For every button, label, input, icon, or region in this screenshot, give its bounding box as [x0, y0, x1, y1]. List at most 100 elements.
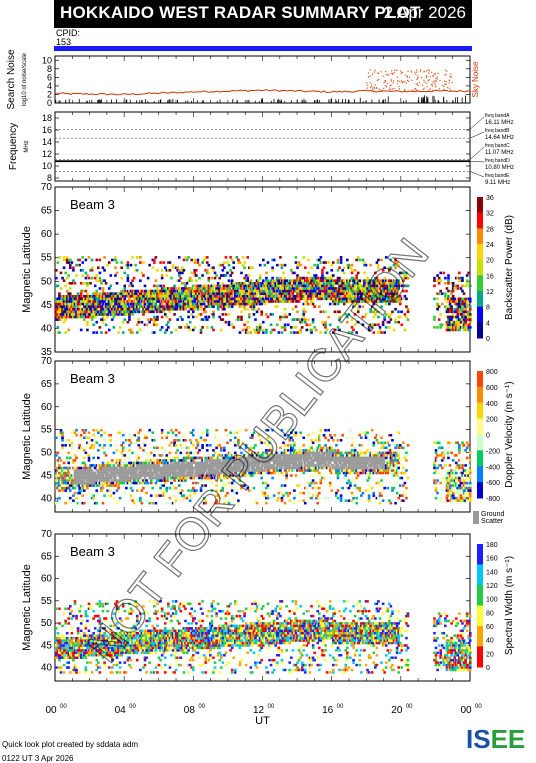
power-cell: [450, 289, 453, 293]
power-cell: [346, 292, 349, 295]
velocity-cell: [118, 469, 122, 472]
power-cell: [179, 276, 183, 280]
velocity-cell: [202, 501, 206, 505]
power-cell: [314, 292, 318, 295]
velocity-cell: [83, 431, 86, 434]
velocity-cell: [165, 459, 169, 462]
velocity-cell: [145, 491, 148, 495]
velocity-cell: [195, 471, 198, 475]
velocity-cell: [134, 441, 137, 445]
velocity-cell: [238, 459, 242, 462]
velocity-cell: [131, 451, 134, 455]
velocity-cell: [72, 486, 75, 490]
velocity-cell: [87, 476, 91, 480]
velocity-cell: [191, 433, 195, 437]
velocity-cell: [213, 464, 217, 467]
power-scale-swatch: [477, 291, 483, 308]
noise-dot: [414, 71, 416, 73]
velocity-cell: [107, 484, 111, 487]
power-cell: [439, 313, 442, 316]
velocity-cell: [84, 464, 88, 467]
power-cell: [67, 313, 71, 316]
power-cell: [361, 323, 365, 327]
noise-dot: [400, 80, 403, 82]
power-cell: [86, 323, 89, 327]
power-cell: [193, 297, 197, 301]
velocity-cell: [109, 466, 113, 470]
power-cell: [79, 297, 83, 301]
velocity-cell: [67, 489, 71, 492]
velocity-cell: [174, 471, 178, 475]
velocity-cell: [215, 489, 218, 492]
noise-dot: [416, 78, 419, 80]
power-cell: [238, 305, 242, 308]
power-cell: [59, 313, 63, 316]
power-cell: [129, 300, 133, 303]
power-cell: [304, 289, 307, 293]
velocity-cell: [86, 464, 89, 467]
power-cell: [165, 294, 169, 298]
power-cell: [353, 294, 357, 298]
power-cell: [157, 294, 161, 298]
power-cell: [333, 297, 337, 301]
power-cell: [128, 300, 131, 303]
power-cell: [388, 326, 391, 329]
power-cell: [372, 294, 376, 298]
velocity-cell: [78, 474, 81, 477]
power-cell: [294, 289, 298, 293]
power-cell: [191, 297, 195, 301]
power-cell: [330, 287, 334, 290]
power-cell: [123, 292, 127, 295]
power-cell: [364, 279, 368, 282]
power-cell: [271, 276, 274, 280]
power-cell: [296, 279, 299, 282]
power-cell: [319, 279, 323, 282]
velocity-cell: [151, 461, 155, 465]
velocity-cell: [100, 481, 103, 485]
power-cell: [98, 258, 102, 262]
power-cell: [237, 261, 240, 264]
noise-dot: [390, 80, 393, 82]
power-cell: [456, 328, 460, 332]
power-cell: [56, 326, 60, 329]
velocity-cell: [185, 464, 189, 467]
velocity-cell: [181, 461, 184, 465]
power-cell: [445, 315, 449, 319]
velocity-cell: [115, 469, 119, 472]
power-cell: [279, 294, 282, 298]
velocity-cell: [202, 439, 206, 442]
power-cell: [188, 289, 192, 293]
power-cell: [58, 310, 61, 314]
noise-dot: [384, 80, 386, 82]
power-cell: [125, 300, 128, 303]
power-cell: [260, 287, 264, 290]
power-cell: [372, 287, 376, 290]
velocity-cell: [106, 474, 109, 477]
power-cell: [321, 320, 324, 324]
power-cell: [346, 279, 349, 282]
power-cell: [168, 310, 172, 314]
y-tick-label: 18: [42, 113, 52, 123]
power-cell: [305, 328, 309, 332]
power-cell: [132, 294, 136, 298]
power-cell: [191, 307, 195, 311]
power-cell: [453, 300, 456, 303]
power-cell: [324, 331, 327, 334]
power-cell: [313, 292, 316, 295]
velocity-cell: [79, 469, 83, 472]
power-scale-tick: 24: [486, 242, 494, 249]
power-cell: [111, 318, 114, 321]
velocity-cell: [106, 461, 109, 465]
power-cell: [389, 266, 393, 270]
power-cell: [462, 328, 466, 332]
velocity-cell: [213, 476, 217, 480]
velocity-cell: [199, 471, 203, 475]
power-cell: [221, 307, 225, 311]
velocity-cell: [81, 484, 85, 487]
power-cell: [244, 294, 248, 298]
velocity-cell: [218, 461, 222, 465]
power-cell: [93, 307, 97, 311]
power-cell: [363, 292, 366, 295]
power-cell: [120, 310, 123, 314]
power-cell: [468, 307, 472, 311]
